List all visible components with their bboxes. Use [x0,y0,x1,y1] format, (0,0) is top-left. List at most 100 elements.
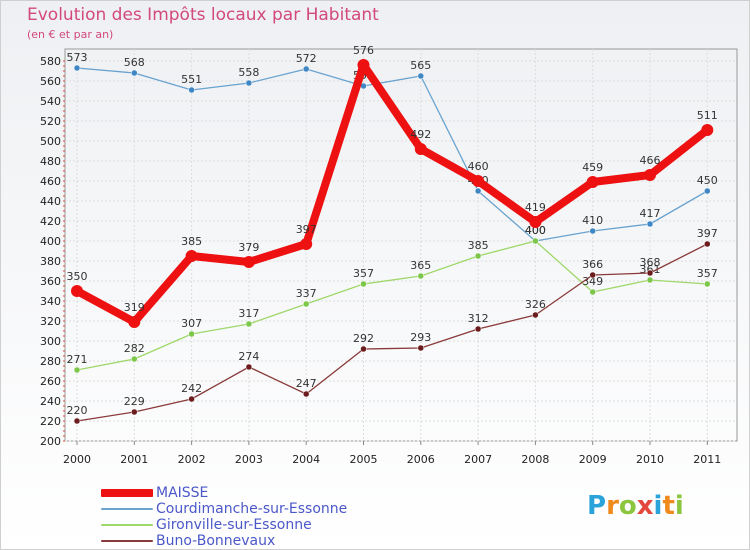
logo-letter: i [653,491,663,521]
y-tick-label: 220 [40,415,61,428]
data-point [474,187,482,195]
data-label: 274 [238,350,259,363]
data-label: 337 [296,287,317,300]
data-label: 410 [582,214,603,227]
logo-letter: i [674,491,684,521]
data-point [589,227,596,235]
series-line-maisse [73,61,712,326]
data-label: 357 [353,267,374,280]
data-point [589,288,596,296]
y-tick-label: 340 [40,295,61,308]
data-point [245,79,253,87]
x-tick-label: 2000 [63,453,91,466]
data-label: 319 [124,301,145,314]
y-tick-label: 360 [40,275,61,288]
data-label: 220 [67,404,88,417]
y-tick-label: 480 [40,155,61,168]
y-tick-label: 280 [40,355,61,368]
series-courdimanche-sur-essonne: 573568551558572555565450400410417450 [67,51,718,245]
chart-title: Evolution des Impôts locaux par Habitant [27,5,379,25]
data-point [302,300,310,308]
data-label: 366 [582,258,603,271]
series-line-buno-bonnevaux [76,243,708,422]
data-point [532,237,539,245]
data-label: 397 [296,223,317,236]
legend-swatch [101,524,153,526]
data-point [131,69,138,77]
data-label: 511 [697,109,718,122]
data-point [532,311,539,319]
data-point [417,272,425,280]
y-tick-label: 500 [40,135,61,148]
data-label: 293 [410,331,431,344]
data-label: 460 [468,160,489,173]
legend-swatch [101,508,153,510]
x-tick-label: 2004 [292,453,320,466]
data-label: 400 [525,224,546,237]
data-label: 450 [697,174,718,187]
data-point [73,64,81,72]
y-tick-label: 240 [40,395,61,408]
data-label: 307 [181,317,202,330]
data-point [245,320,253,328]
data-point [360,280,367,288]
data-label: 419 [525,201,546,214]
data-label: 368 [640,256,661,269]
y-tick-label: 560 [40,75,61,88]
logo-letter: r [606,491,619,521]
data-point [188,395,195,403]
x-tick-label: 2008 [521,453,549,466]
data-label: 271 [67,353,88,366]
y-tick-label: 200 [40,435,61,448]
data-point [417,344,425,352]
x-tick-label: 2011 [693,453,721,466]
data-label: 365 [410,259,431,272]
data-label: 551 [181,73,202,86]
logo-letter: t [662,491,675,521]
data-point [131,355,138,363]
data-label: 492 [410,128,431,141]
data-point [474,252,482,260]
data-point [586,176,599,188]
y-tick-label: 520 [40,115,61,128]
data-label: 565 [410,59,431,72]
data-point [704,187,711,195]
data-label: 292 [353,332,374,345]
data-label: 459 [582,161,603,174]
data-point [704,240,711,248]
y-tick-label: 400 [40,235,61,248]
data-point [242,256,255,268]
data-point [417,72,425,80]
proxiti-logo: Proxiti [587,491,684,521]
data-label: 417 [640,207,661,220]
y-tick-label: 420 [40,215,61,228]
data-label: 350 [67,270,88,283]
data-label: 466 [640,154,661,167]
legend-label: MAISSE [156,485,209,501]
data-point [302,65,310,73]
data-label: 558 [238,66,259,79]
data-point [701,124,714,136]
x-tick-label: 2006 [407,453,435,466]
data-label: 576 [353,44,374,57]
data-point [131,408,138,416]
y-tick-label: 320 [40,315,61,328]
series-maisse: 350 319 385 379 397 576 492 460 419 459 466 511 [67,44,718,328]
data-point [73,366,81,374]
data-point [300,238,313,250]
data-label: 247 [296,377,317,390]
data-point [188,330,195,338]
data-point [73,417,81,425]
x-tick-label: 2002 [178,453,206,466]
data-point [414,143,427,155]
logo-letter: x [636,491,654,521]
data-point [245,363,253,371]
y-tick-label: 540 [40,95,61,108]
x-tick-label: 2007 [464,453,492,466]
x-tick-label: 2010 [636,453,664,466]
logo-letter: o [618,491,637,521]
data-point [302,390,310,398]
legend-label: Buno-Bonnevaux [156,533,276,549]
